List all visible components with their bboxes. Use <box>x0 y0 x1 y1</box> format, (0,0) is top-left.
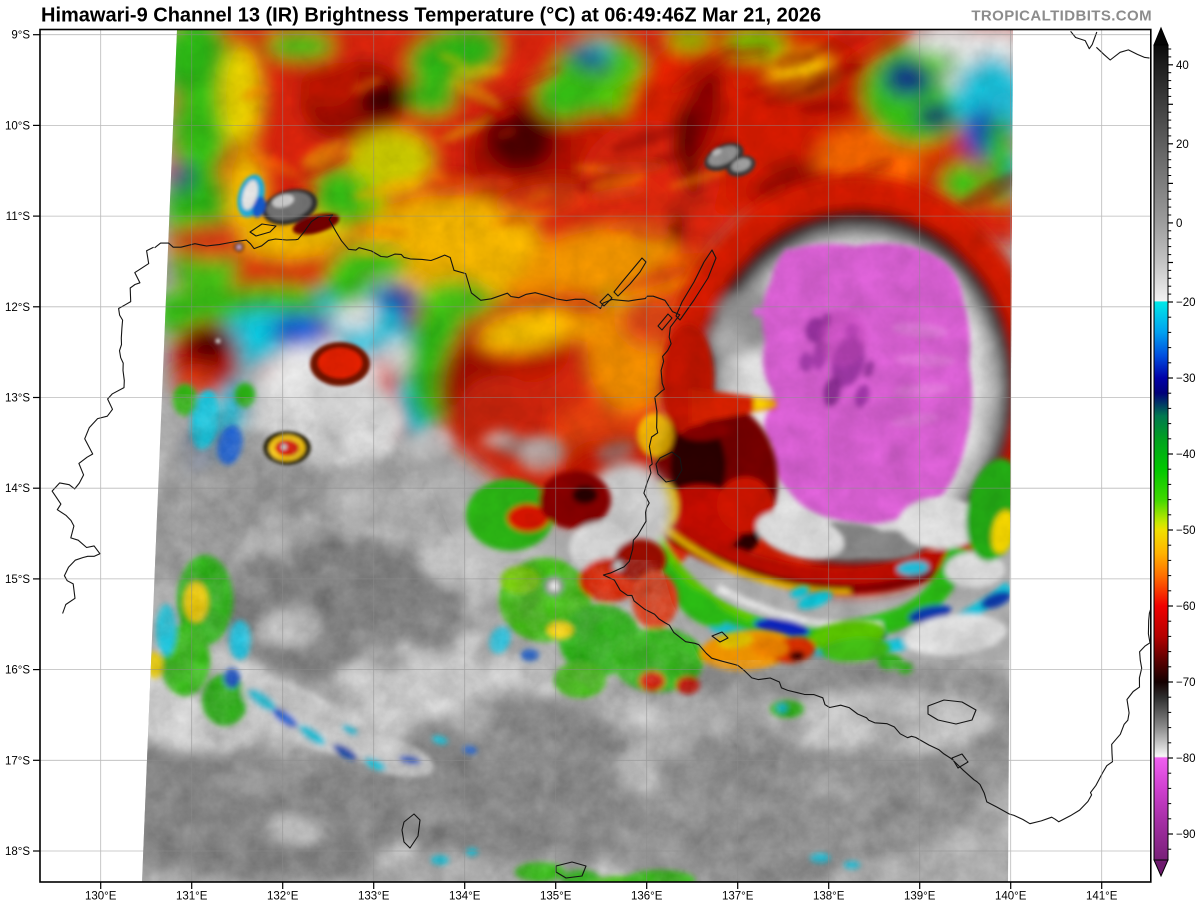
svg-text:134°E: 134°E <box>449 891 481 903</box>
svg-text:−40: −40 <box>1176 449 1196 461</box>
svg-text:18°S: 18°S <box>5 846 30 858</box>
svg-text:TROPICALTIDBITS.COM: TROPICALTIDBITS.COM <box>971 8 1152 25</box>
svg-text:135°E: 135°E <box>540 891 572 903</box>
svg-text:16°S: 16°S <box>5 665 30 677</box>
svg-text:140°E: 140°E <box>995 891 1027 903</box>
svg-text:0: 0 <box>1176 218 1182 230</box>
svg-text:139°E: 139°E <box>904 891 936 903</box>
svg-text:−50: −50 <box>1176 525 1196 537</box>
svg-text:9°S: 9°S <box>11 30 30 42</box>
svg-text:−20: −20 <box>1176 297 1196 309</box>
svg-text:14°S: 14°S <box>5 483 30 495</box>
svg-text:−80: −80 <box>1176 753 1196 765</box>
svg-text:132°E: 132°E <box>267 891 299 903</box>
svg-text:131°E: 131°E <box>176 891 208 903</box>
svg-text:136°E: 136°E <box>631 891 663 903</box>
svg-text:137°E: 137°E <box>722 891 754 903</box>
svg-text:141°E: 141°E <box>1086 891 1118 903</box>
svg-text:13°S: 13°S <box>5 393 30 405</box>
svg-text:−70: −70 <box>1176 677 1196 689</box>
svg-text:15°S: 15°S <box>5 574 30 586</box>
svg-text:−30: −30 <box>1176 373 1196 385</box>
svg-text:−60: −60 <box>1176 601 1196 613</box>
svg-text:10°S: 10°S <box>5 120 30 132</box>
svg-text:Himawari-9 Channel 13 (IR) Bri: Himawari-9 Channel 13 (IR) Brightness Te… <box>41 5 821 27</box>
svg-text:40: 40 <box>1176 60 1189 72</box>
svg-text:133°E: 133°E <box>358 891 390 903</box>
svg-text:11°S: 11°S <box>6 211 31 223</box>
svg-text:17°S: 17°S <box>5 755 30 767</box>
svg-text:20: 20 <box>1176 139 1189 151</box>
svg-text:12°S: 12°S <box>5 302 30 314</box>
svg-text:130°E: 130°E <box>85 891 117 903</box>
svg-text:−90: −90 <box>1176 829 1196 841</box>
svg-text:138°E: 138°E <box>813 891 845 903</box>
